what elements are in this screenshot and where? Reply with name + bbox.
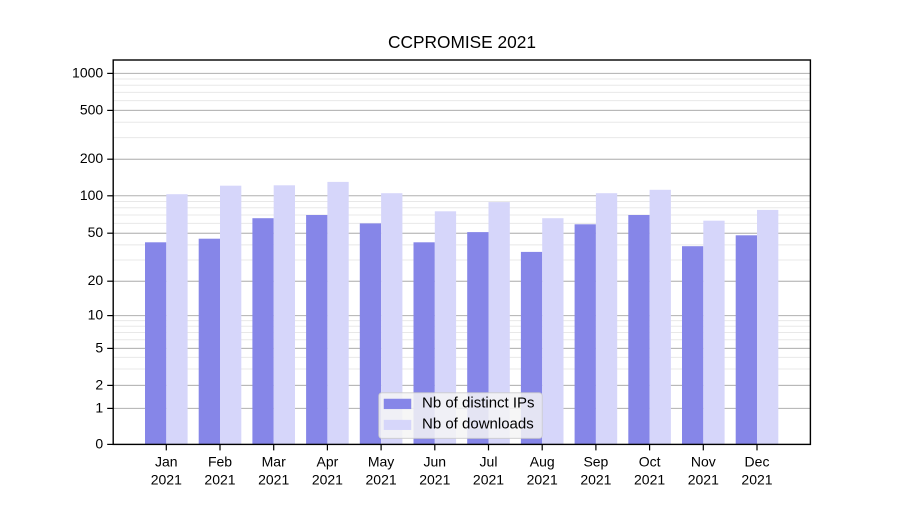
svg-text:500: 500 [80,101,104,117]
svg-text:5: 5 [95,339,103,355]
svg-text:2: 2 [95,376,103,392]
svg-text:Jan: Jan [155,453,178,469]
svg-text:Jul: Jul [480,453,498,469]
svg-text:Mar: Mar [262,453,286,469]
svg-text:Sep: Sep [583,453,608,469]
svg-text:200: 200 [80,150,104,166]
svg-text:Aug: Aug [530,453,555,469]
svg-text:Apr: Apr [317,453,339,469]
svg-text:Feb: Feb [208,453,232,469]
svg-text:1: 1 [95,399,103,415]
svg-text:2021: 2021 [151,471,182,487]
svg-text:2021: 2021 [634,471,665,487]
svg-text:Nov: Nov [691,453,716,469]
svg-text:Nb of distinct IPs: Nb of distinct IPs [422,395,535,412]
svg-text:May: May [368,453,394,469]
svg-text:2021: 2021 [688,471,719,487]
svg-text:Jun: Jun [424,453,447,469]
svg-text:10: 10 [88,307,104,323]
svg-text:2021: 2021 [312,471,343,487]
svg-text:2021: 2021 [527,471,558,487]
svg-text:0: 0 [95,435,103,451]
svg-text:50: 50 [88,224,104,240]
svg-text:Nb of downloads: Nb of downloads [422,416,534,433]
svg-text:2021: 2021 [473,471,504,487]
svg-text:2021: 2021 [204,471,235,487]
svg-text:2021: 2021 [741,471,772,487]
svg-text:Dec: Dec [745,453,770,469]
svg-text:100: 100 [80,187,104,203]
svg-text:Oct: Oct [639,453,661,469]
svg-text:2021: 2021 [258,471,289,487]
svg-text:20: 20 [88,272,104,288]
svg-text:1000: 1000 [72,64,103,80]
svg-text:2021: 2021 [580,471,611,487]
svg-text:2021: 2021 [419,471,450,487]
svg-text:2021: 2021 [366,471,397,487]
svg-text:CCPROMISE 2021: CCPROMISE 2021 [388,32,536,52]
